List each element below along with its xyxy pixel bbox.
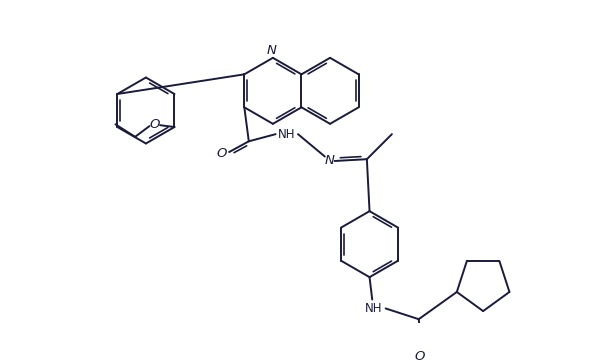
- Text: O: O: [149, 118, 160, 131]
- Text: O: O: [217, 147, 227, 160]
- Text: O: O: [415, 350, 425, 360]
- Text: NH: NH: [365, 302, 383, 315]
- Text: NH: NH: [278, 128, 295, 141]
- Text: N: N: [266, 44, 276, 57]
- Text: N: N: [324, 154, 334, 167]
